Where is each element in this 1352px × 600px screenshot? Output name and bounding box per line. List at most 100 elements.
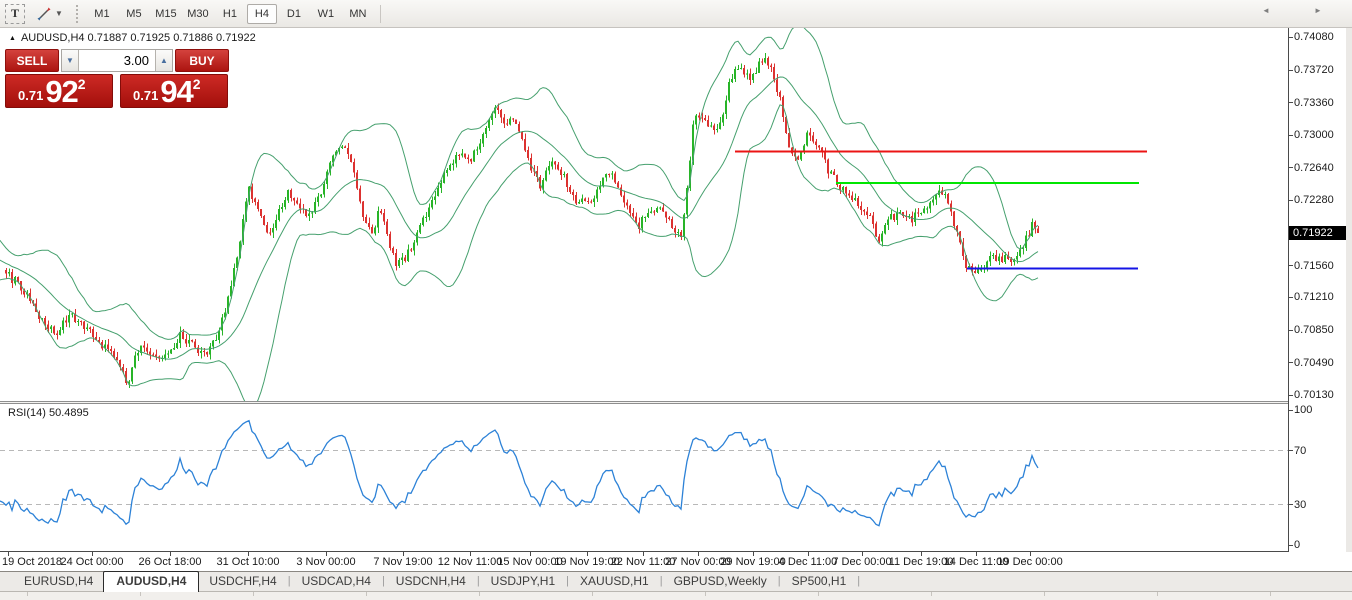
time-tick-mark xyxy=(698,552,699,556)
tab-separator: | xyxy=(381,575,385,587)
window-bottom-border xyxy=(0,571,1352,572)
timeframe-button-m15[interactable]: M15 xyxy=(151,4,181,24)
timeframe-button-d1[interactable]: D1 xyxy=(279,4,309,24)
toolbar-grip[interactable] xyxy=(75,4,78,23)
one-click-trading-panel: SELL ▼ 3.00 ▲ BUY 0.71 92 2 0.71 94 2 xyxy=(5,49,229,108)
time-tick-label: 19 Nov 19:00 xyxy=(554,556,620,568)
time-tick-label: 24 Oct 00:00 xyxy=(60,556,124,568)
buy-price-big: 94 xyxy=(160,74,193,109)
time-tick-label: 31 Oct 10:00 xyxy=(216,556,280,568)
buy-price-sup: 2 xyxy=(192,76,201,92)
rsi-tick-mark xyxy=(1288,544,1293,546)
price-tick-label: 0.71210 xyxy=(1294,291,1334,304)
status-bar-divider xyxy=(1157,592,1158,596)
timeframe-button-h4[interactable]: H4 xyxy=(246,3,277,24)
collapse-panel-icon[interactable]: ▲ xyxy=(9,35,16,42)
tab-separator: | xyxy=(857,575,861,587)
timeframe-button-m1[interactable]: M1 xyxy=(87,4,117,24)
volume-increase-button[interactable]: ▲ xyxy=(155,50,172,71)
time-tick-label: 15 Nov 00:00 xyxy=(497,556,563,568)
price-tick-label: 0.70490 xyxy=(1294,356,1334,369)
price-tick-mark xyxy=(1288,362,1293,364)
status-bar xyxy=(0,591,1352,600)
tab-usdchf-h4[interactable]: USDCHF,H4 xyxy=(209,574,277,588)
sell-price[interactable]: 0.71 92 2 xyxy=(5,74,113,108)
tab-scroll-right-button[interactable]: ► xyxy=(1314,6,1322,15)
time-axis: 19 Oct 2018 24 Oct 00:00 26 Oct 18:00 31 Oc… xyxy=(0,552,1352,571)
price-tick-label: 0.72280 xyxy=(1294,194,1334,207)
buy-price-prefix: 0.71 xyxy=(133,88,159,103)
tab-separator: | xyxy=(659,575,663,587)
tab-usdjpy-h1[interactable]: USDJPY,H1 xyxy=(490,574,556,588)
volume-decrease-button[interactable]: ▼ xyxy=(62,50,79,71)
timeframe-toolbar: M1 M5 M15 M30 H1 H4 D1 W1 MN xyxy=(86,3,374,24)
time-tick-mark xyxy=(808,552,809,556)
time-tick-mark xyxy=(1030,552,1031,556)
current-price-marker: 0.71922 xyxy=(1289,225,1346,240)
timeframe-button-mn[interactable]: MN xyxy=(343,4,373,24)
price-tick-mark xyxy=(1288,296,1293,298)
tab-xauusd-h1[interactable]: XAUUSD,H1 xyxy=(580,574,649,588)
status-bar-divider xyxy=(253,592,254,596)
spin-down-icon: ▼ xyxy=(66,56,74,65)
volume-input[interactable]: 3.00 xyxy=(123,53,149,68)
rsi-chart-svg[interactable] xyxy=(0,404,1288,551)
tab-audusd-h4[interactable]: AUDUSD,H4 xyxy=(103,571,200,592)
time-tick-label: 29 Nov 19:00 xyxy=(720,556,786,568)
buy-price[interactable]: 0.71 94 2 xyxy=(120,74,228,108)
time-tick-label: 27 Nov 00:00 xyxy=(665,556,731,568)
status-bar-divider xyxy=(931,592,932,596)
price-tick-label: 0.71560 xyxy=(1294,259,1334,272)
price-tick-mark xyxy=(1288,199,1293,201)
price-tick-mark xyxy=(1288,36,1293,38)
rsi-tick-mark xyxy=(1288,409,1293,411)
volume-stepper: ▼ 3.00 ▲ xyxy=(61,49,173,72)
timeframe-button-m5[interactable]: M5 xyxy=(119,4,149,24)
tab-gbpusd-weekly[interactable]: GBPUSD,Weekly xyxy=(673,574,767,588)
tab-scroll-left-button[interactable]: ◄ xyxy=(1262,6,1270,15)
price-axis-border xyxy=(1288,28,1289,571)
tab-sp500-h1[interactable]: SP500,H1 xyxy=(791,574,847,588)
status-bar-divider xyxy=(27,592,28,596)
time-tick-label: 7 Dec 00:00 xyxy=(832,556,892,568)
time-tick-mark xyxy=(587,552,588,556)
chevron-down-icon: ▼ xyxy=(55,9,63,18)
time-tick-mark xyxy=(976,552,977,556)
tab-usdcnh-h4[interactable]: USDCNH,H4 xyxy=(395,574,466,588)
text-tool-button[interactable]: T xyxy=(5,3,25,24)
time-tick-label: 14 Dec 11:00 xyxy=(943,556,1009,568)
status-bar-divider xyxy=(1044,592,1045,596)
timeframe-button-h1[interactable]: H1 xyxy=(215,4,245,24)
buy-button[interactable]: BUY xyxy=(175,49,229,72)
rsi-level-label: 0 xyxy=(1294,539,1301,551)
time-tick-label: 4 Dec 11:00 xyxy=(778,556,838,568)
tab-usdcad-h4[interactable]: USDCAD,H4 xyxy=(301,574,371,588)
time-tick-mark xyxy=(170,552,171,556)
price-tick-label: 0.70850 xyxy=(1294,324,1334,336)
toolbar-separator xyxy=(379,4,381,23)
pane-divider[interactable] xyxy=(0,401,1288,404)
chart-tab-bar: EURUSD,H4 AUDUSD,H4 USDCHF,H4 | USDCAD,H4 | US… xyxy=(0,571,1352,592)
arrows-tool-button[interactable]: ▼ xyxy=(33,4,66,24)
sell-price-prefix: 0.71 xyxy=(18,88,44,103)
timeframe-button-m30[interactable]: M30 xyxy=(183,4,213,24)
time-tick-label: 7 Nov 19:00 xyxy=(373,556,433,568)
price-tick-mark xyxy=(1288,329,1293,331)
price-tick-mark xyxy=(1288,167,1293,169)
status-bar-divider xyxy=(592,592,593,596)
status-bar-divider xyxy=(366,592,367,596)
rsi-level-label: 70 xyxy=(1294,444,1307,457)
price-tick-mark xyxy=(1288,69,1293,71)
time-tick-mark xyxy=(862,552,863,556)
time-tick-mark xyxy=(470,552,471,556)
sell-button[interactable]: SELL xyxy=(5,49,59,72)
time-tick-mark xyxy=(326,552,327,556)
timeframe-button-w1[interactable]: W1 xyxy=(311,4,341,24)
rsi-level-label: 30 xyxy=(1294,498,1307,511)
status-bar-divider xyxy=(140,592,141,596)
tab-eurusd-h4[interactable]: EURUSD,H4 xyxy=(24,574,94,588)
time-tick-mark xyxy=(92,552,93,556)
price-tick-mark xyxy=(1288,134,1293,136)
status-bar-divider xyxy=(1270,592,1271,596)
